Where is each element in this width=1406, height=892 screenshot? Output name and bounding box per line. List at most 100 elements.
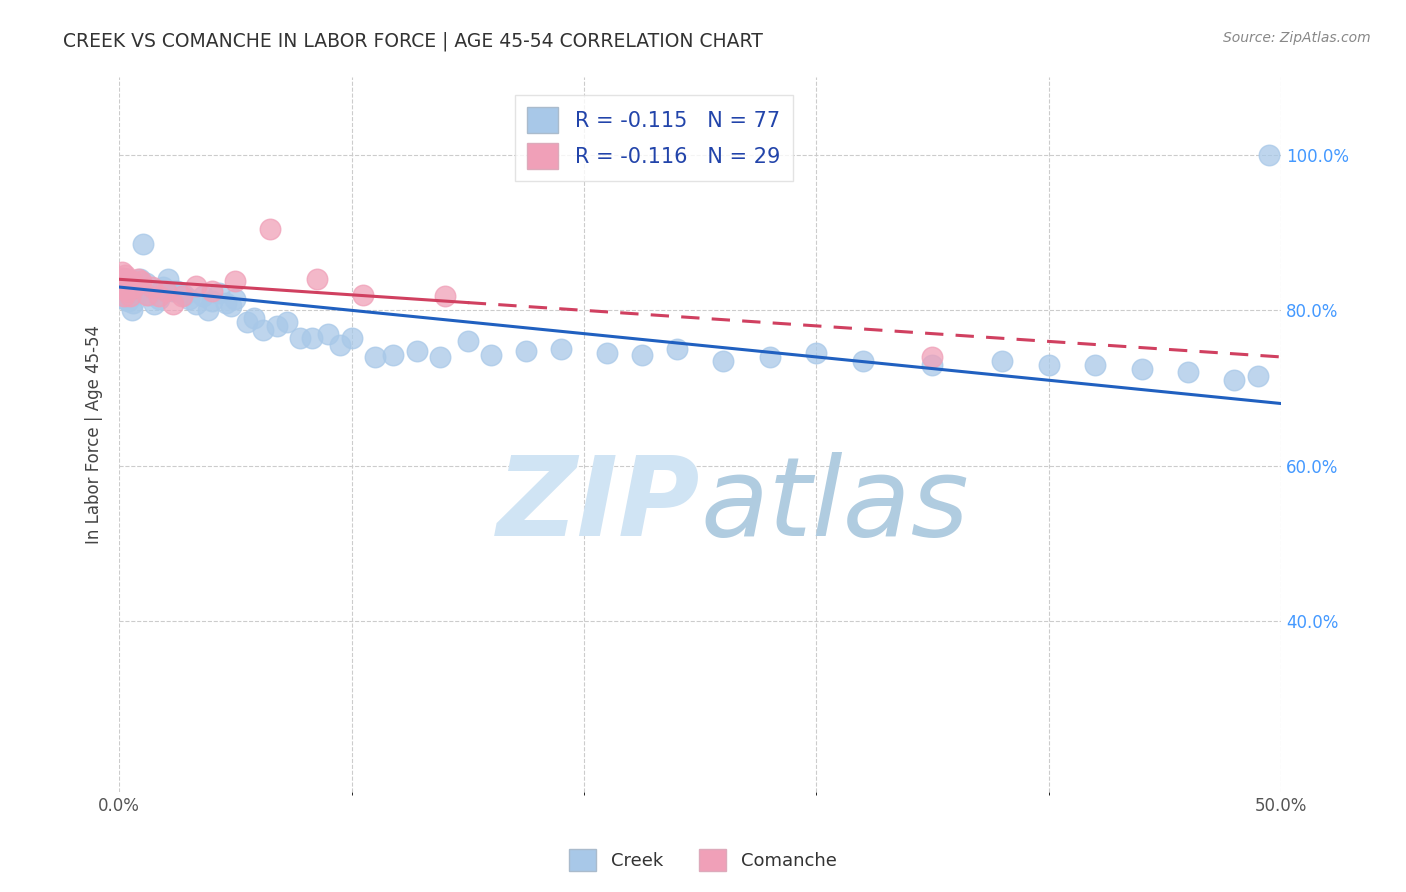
Point	[114, 280, 136, 294]
Point	[111, 284, 134, 298]
Point	[148, 289, 170, 303]
Point	[143, 297, 166, 311]
Point	[152, 280, 174, 294]
Legend: Creek, Comanche: Creek, Comanche	[562, 842, 844, 879]
Point	[429, 350, 451, 364]
Point	[135, 276, 157, 290]
Point	[110, 264, 132, 278]
Point	[243, 311, 266, 326]
Point	[136, 288, 159, 302]
Point	[112, 282, 135, 296]
Text: ZIP: ZIP	[496, 452, 700, 559]
Point	[329, 338, 352, 352]
Point	[184, 297, 207, 311]
Point	[236, 315, 259, 329]
Point	[118, 282, 141, 296]
Point	[114, 268, 136, 283]
Point	[550, 342, 572, 356]
Point	[111, 280, 134, 294]
Point	[364, 350, 387, 364]
Point	[112, 282, 135, 296]
Point	[201, 284, 224, 298]
Point	[173, 288, 195, 302]
Legend: R = -0.115   N = 77, R = -0.116   N = 29: R = -0.115 N = 77, R = -0.116 N = 29	[515, 95, 793, 181]
Point	[148, 292, 170, 306]
Point	[131, 274, 153, 288]
Point	[110, 288, 132, 302]
Point	[215, 295, 238, 310]
Point	[124, 276, 146, 290]
Point	[121, 274, 143, 288]
Point	[117, 284, 139, 298]
Point	[596, 346, 619, 360]
Text: CREEK VS COMANCHE IN LABOR FORCE | AGE 45-54 CORRELATION CHART: CREEK VS COMANCHE IN LABOR FORCE | AGE 4…	[63, 31, 763, 51]
Point	[208, 286, 231, 301]
Point	[305, 272, 328, 286]
Point	[117, 293, 139, 308]
Point	[991, 354, 1014, 368]
Point	[117, 272, 139, 286]
Point	[759, 350, 782, 364]
Point	[290, 330, 312, 344]
Point	[1084, 358, 1107, 372]
Point	[515, 343, 537, 358]
Point	[1038, 358, 1060, 372]
Point	[252, 323, 274, 337]
Point	[340, 330, 363, 344]
Point	[115, 276, 138, 290]
Text: atlas: atlas	[700, 452, 969, 559]
Point	[120, 274, 142, 288]
Point	[219, 300, 242, 314]
Point	[115, 272, 138, 286]
Point	[162, 284, 184, 298]
Point	[921, 358, 943, 372]
Point	[405, 343, 427, 358]
Point	[157, 272, 180, 286]
Point	[127, 272, 149, 286]
Point	[806, 346, 828, 360]
Point	[1258, 148, 1281, 162]
Point	[301, 330, 323, 344]
Point	[162, 297, 184, 311]
Point	[170, 289, 193, 303]
Point	[711, 354, 734, 368]
Point	[352, 288, 374, 302]
Point	[382, 348, 405, 362]
Point	[1247, 369, 1270, 384]
Point	[1130, 361, 1153, 376]
Point	[276, 315, 298, 329]
Point	[121, 303, 143, 318]
Point	[111, 270, 134, 285]
Point	[201, 293, 224, 308]
Point	[155, 284, 177, 298]
Point	[141, 280, 163, 294]
Point	[259, 222, 281, 236]
Point	[665, 342, 688, 356]
Point	[124, 280, 146, 294]
Point	[921, 350, 943, 364]
Point	[177, 292, 200, 306]
Point	[112, 271, 135, 285]
Text: Source: ZipAtlas.com: Source: ZipAtlas.com	[1223, 31, 1371, 45]
Point	[127, 284, 149, 298]
Point	[318, 326, 340, 341]
Point	[118, 276, 141, 290]
Point	[117, 288, 139, 302]
Point	[124, 288, 146, 302]
Point	[129, 272, 152, 286]
Point	[118, 278, 141, 293]
Point	[197, 303, 219, 318]
Point	[1223, 373, 1246, 387]
Point	[184, 278, 207, 293]
Point	[111, 278, 134, 293]
Y-axis label: In Labor Force | Age 45-54: In Labor Force | Age 45-54	[86, 325, 103, 544]
Point	[433, 289, 456, 303]
Point	[457, 334, 479, 349]
Point	[114, 289, 136, 303]
Point	[1177, 366, 1199, 380]
Point	[115, 286, 138, 301]
Point	[122, 295, 145, 310]
Point	[112, 292, 135, 306]
Point	[112, 289, 135, 303]
Point	[114, 278, 136, 293]
